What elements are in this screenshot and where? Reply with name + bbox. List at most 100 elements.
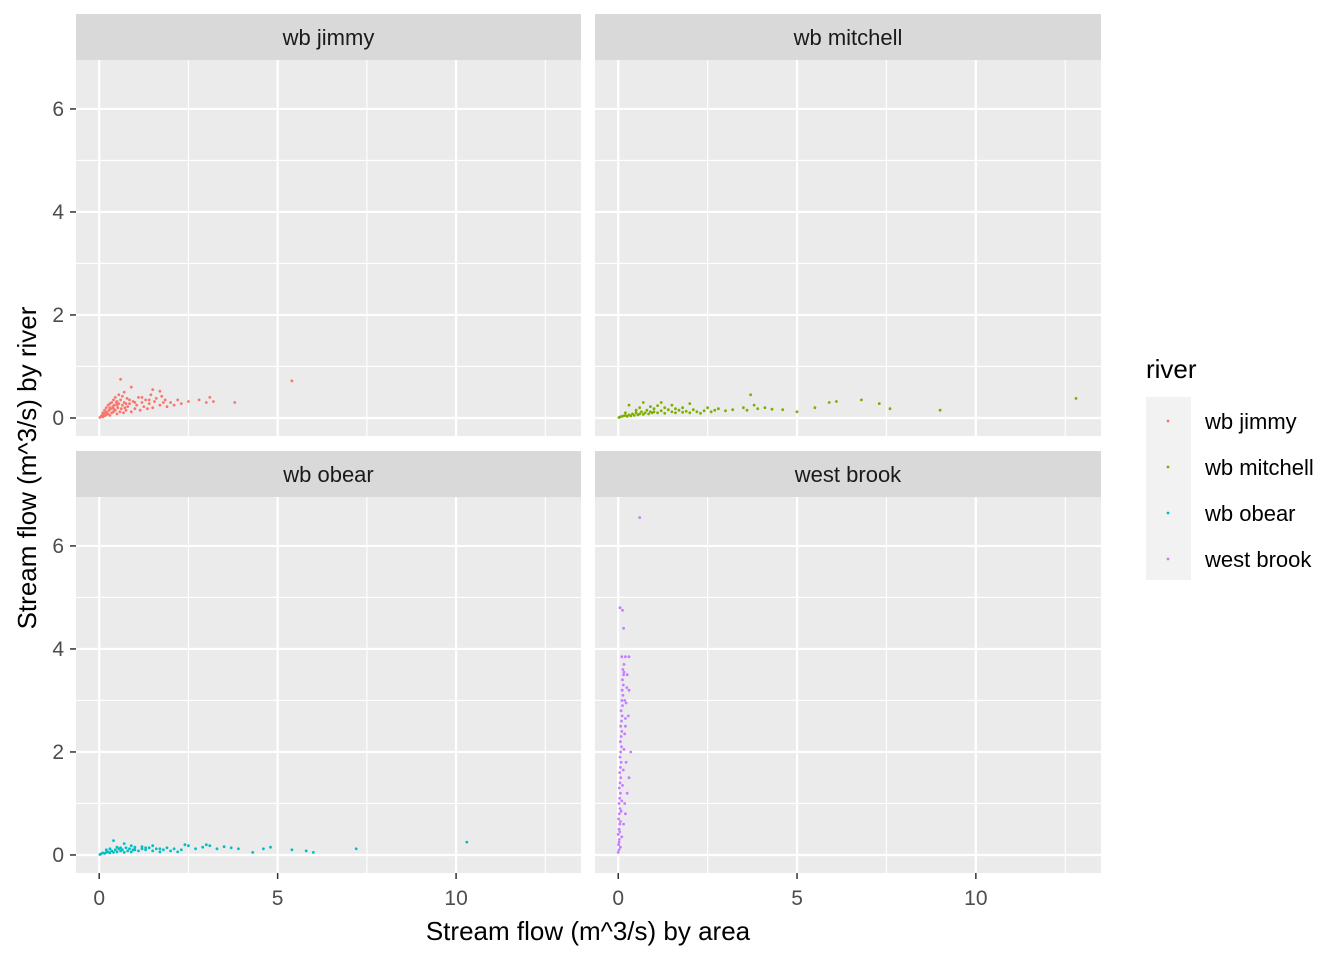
data-point <box>465 840 469 844</box>
data-point <box>119 846 122 850</box>
data-point <box>135 403 139 407</box>
data-point <box>237 847 240 851</box>
data-point <box>137 396 140 399</box>
data-point <box>709 410 713 414</box>
data-point <box>251 851 255 854</box>
data-point <box>617 802 621 805</box>
data-point <box>647 412 650 416</box>
x-axis-title: Stream flow (m^3/s) by area <box>426 916 751 946</box>
data-point <box>688 411 692 415</box>
data-point <box>129 844 133 848</box>
y-tick-label: 4 <box>52 201 64 224</box>
data-point <box>112 407 115 411</box>
data-point <box>618 807 622 810</box>
data-point <box>222 845 226 849</box>
panel-background-west-brook <box>595 497 1101 873</box>
data-point <box>151 849 155 853</box>
data-point <box>713 408 717 412</box>
data-point <box>684 409 688 413</box>
data-point <box>154 397 158 400</box>
data-point <box>666 408 670 412</box>
data-point <box>670 403 674 407</box>
data-point <box>621 784 624 787</box>
data-point <box>640 410 643 414</box>
x-tick-label: 0 <box>612 887 624 910</box>
legend-key-wb-obear <box>1166 511 1170 515</box>
panel-wb-jimmy: wb jimmy <box>76 14 581 436</box>
data-point <box>212 400 215 403</box>
data-point <box>731 408 735 412</box>
data-point <box>641 401 645 404</box>
data-point <box>724 409 727 413</box>
strip-wb-obear <box>76 451 581 497</box>
data-point <box>619 760 623 764</box>
data-point <box>618 796 622 800</box>
data-point <box>625 686 629 689</box>
strip-wb-mitchell <box>595 14 1101 60</box>
data-point <box>147 402 151 405</box>
data-point <box>629 750 633 754</box>
data-point <box>617 843 620 847</box>
y-tick-label: 6 <box>52 98 64 121</box>
data-point <box>624 411 627 415</box>
data-point <box>627 403 631 407</box>
data-point <box>620 655 624 659</box>
data-point <box>742 406 745 410</box>
data-point <box>621 683 625 687</box>
data-point <box>113 848 117 852</box>
legend-label-wb-obear: wb obear <box>1204 501 1296 526</box>
data-point <box>619 791 622 795</box>
data-point <box>625 791 629 795</box>
data-point <box>688 402 692 405</box>
y-axis-title: Stream flow (m^3/s) by river <box>12 306 42 629</box>
data-point <box>197 398 201 402</box>
y-tick-label: 2 <box>52 741 64 764</box>
data-point <box>165 846 169 850</box>
data-point <box>126 849 130 853</box>
data-point <box>105 410 109 414</box>
y-tick-label: 0 <box>52 844 64 867</box>
data-point <box>106 403 110 407</box>
data-point <box>290 848 294 852</box>
data-point <box>124 408 128 412</box>
data-point <box>619 724 623 728</box>
data-point <box>163 398 167 402</box>
data-point <box>165 405 169 408</box>
data-point <box>617 840 621 844</box>
data-point <box>619 709 623 713</box>
data-point <box>215 847 219 851</box>
data-point <box>147 398 151 402</box>
data-point <box>877 402 881 405</box>
data-point <box>706 406 709 410</box>
data-point <box>623 699 627 702</box>
data-point <box>204 401 208 404</box>
data-point <box>108 406 112 410</box>
panel-background-wb-jimmy <box>76 60 581 436</box>
data-point <box>138 408 142 412</box>
data-point <box>620 699 624 702</box>
x-tick-label: 5 <box>791 887 803 910</box>
data-point <box>617 812 621 816</box>
data-point <box>652 410 656 414</box>
legend: river wb jimmy wb mitchell wb obear west br… <box>1146 354 1314 580</box>
data-point <box>649 405 652 408</box>
panels-layer: wb jimmy wb mitchell wb obear west brook <box>76 14 1101 873</box>
data-point <box>208 396 212 399</box>
data-point <box>627 688 631 692</box>
data-point <box>118 410 122 414</box>
data-point <box>619 740 622 744</box>
data-point <box>663 406 667 410</box>
data-point <box>619 845 622 849</box>
data-point <box>618 755 622 759</box>
data-point <box>119 407 123 411</box>
data-point <box>112 410 115 414</box>
data-point <box>112 851 115 854</box>
legend-key-wb-mitchell <box>1166 465 1170 469</box>
data-point <box>659 401 663 404</box>
data-point <box>652 407 656 411</box>
data-point <box>621 668 625 671</box>
data-point <box>128 847 131 851</box>
data-point <box>144 848 148 852</box>
data-point <box>627 776 631 780</box>
data-point <box>121 403 124 407</box>
